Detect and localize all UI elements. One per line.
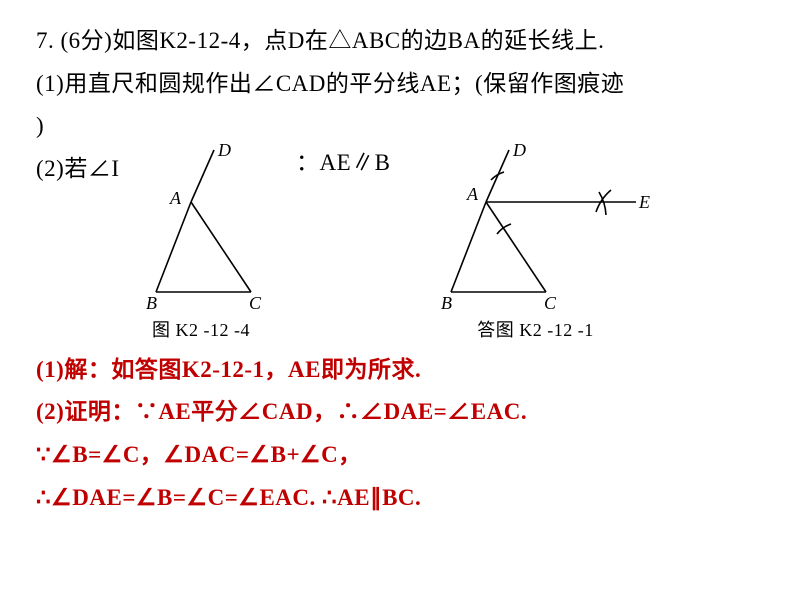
label-D2: D [512,142,527,160]
figure-right-svg: D A B C E [421,142,651,312]
answer-line-4: ∴∠DAE=∠B=∠C=∠EAC. ∴AE∥BC. [36,477,758,520]
label-E: E [638,192,651,212]
problem-line-2: (1)用直尺和圆规作出∠CAD的平分线AE；(保留作图痕迹 [36,63,758,106]
problem-line-4: (2)若∠I D A B C [36,148,758,349]
figures-container: D A B C 图 K2 -12 -4 ：AE∥B [126,142,651,347]
page-root: 7. (6分)如图K2-12-4，点D在△ABC的边BA的延长线上. (1)用直… [0,0,794,519]
label-A2: A [466,184,479,204]
line4-mid: ：AE∥B [296,142,391,185]
problem-line-1: 7. (6分)如图K2-12-4，点D在△ABC的边BA的延长线上. [36,20,758,63]
figure-left-svg: D A B C [126,142,276,312]
label-C: C [249,293,262,312]
label-C2: C [544,293,557,312]
figure-left: D A B C 图 K2 -12 -4 [126,142,276,347]
label-D: D [217,142,232,160]
answer-line-2: (2)证明：∵AE平分∠CAD，∴∠DAE=∠EAC. [36,391,758,434]
answer-line-3: ∵∠B=∠C，∠DAC=∠B+∠C， [36,434,758,477]
answer-line-1: (1)解：如答图K2-12-1，AE即为所求. [36,349,758,392]
line4-left: (2)若∠I [36,148,126,191]
figure-right: D A B C E 答图 K2 -12 -1 [421,142,651,347]
figure-right-label: 答图 K2 -12 -1 [421,314,651,347]
figure-left-label: 图 K2 -12 -4 [126,314,276,347]
label-B2: B [441,293,453,312]
label-A: A [169,188,182,208]
label-B: B [146,293,158,312]
